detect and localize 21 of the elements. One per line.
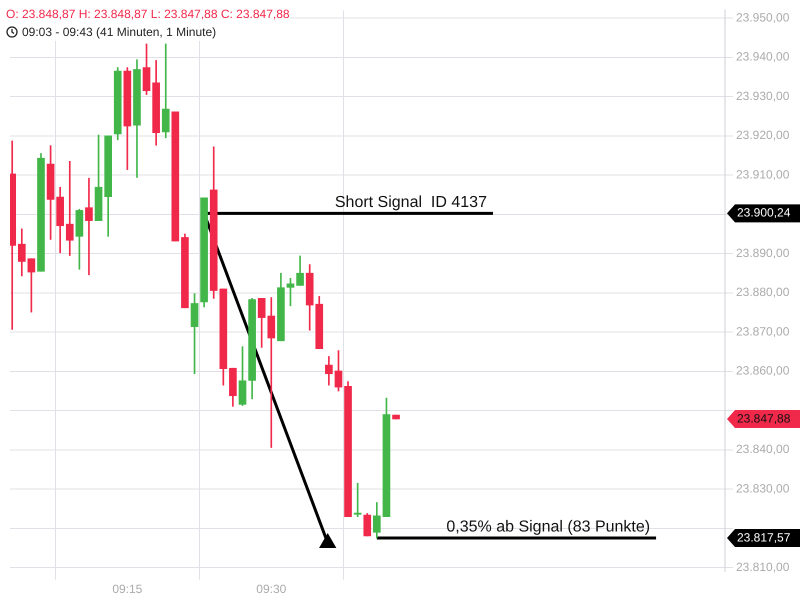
y-tick-label: 23.940,00	[736, 50, 790, 64]
text: 09:03 - 09:43 (41 Minuten, 1 Minute)	[22, 24, 216, 41]
y-tick-label: 23.860,00	[736, 364, 790, 378]
annotation: Short Signal ID 4137	[334, 194, 488, 211]
y-tick-label: 23.920,00	[736, 128, 790, 142]
y-tick-label: 23.830,00	[736, 481, 790, 496]
y-tick-label: 23.810,00	[736, 560, 790, 574]
y-tick-label: 23.870,00	[736, 324, 790, 338]
text: 23.817,57	[737, 530, 791, 544]
y-tick-label: 23.950,00	[736, 10, 790, 24]
y-tick-label: 23.880,00	[736, 285, 790, 300]
x-tick-label: 09:30	[256, 582, 287, 596]
y-tick-label: 23.840,00	[736, 442, 790, 456]
text: 23.900,24	[737, 206, 791, 220]
y-tick-label: 23.890,00	[736, 246, 790, 260]
y-tick-label: 23.910,00	[736, 167, 790, 182]
y-tick-label: 23.930,00	[736, 88, 790, 103]
text: 23.847,88	[737, 411, 790, 426]
x-tick-label: 09:15	[112, 582, 143, 596]
chart-title: O: 23.848,87 H: 23.848,87 L: 23.847,88 C: 23.847,88	[6, 6, 290, 23]
annotation: 0,35% ab Signal (83 Punkte)	[446, 518, 650, 536]
